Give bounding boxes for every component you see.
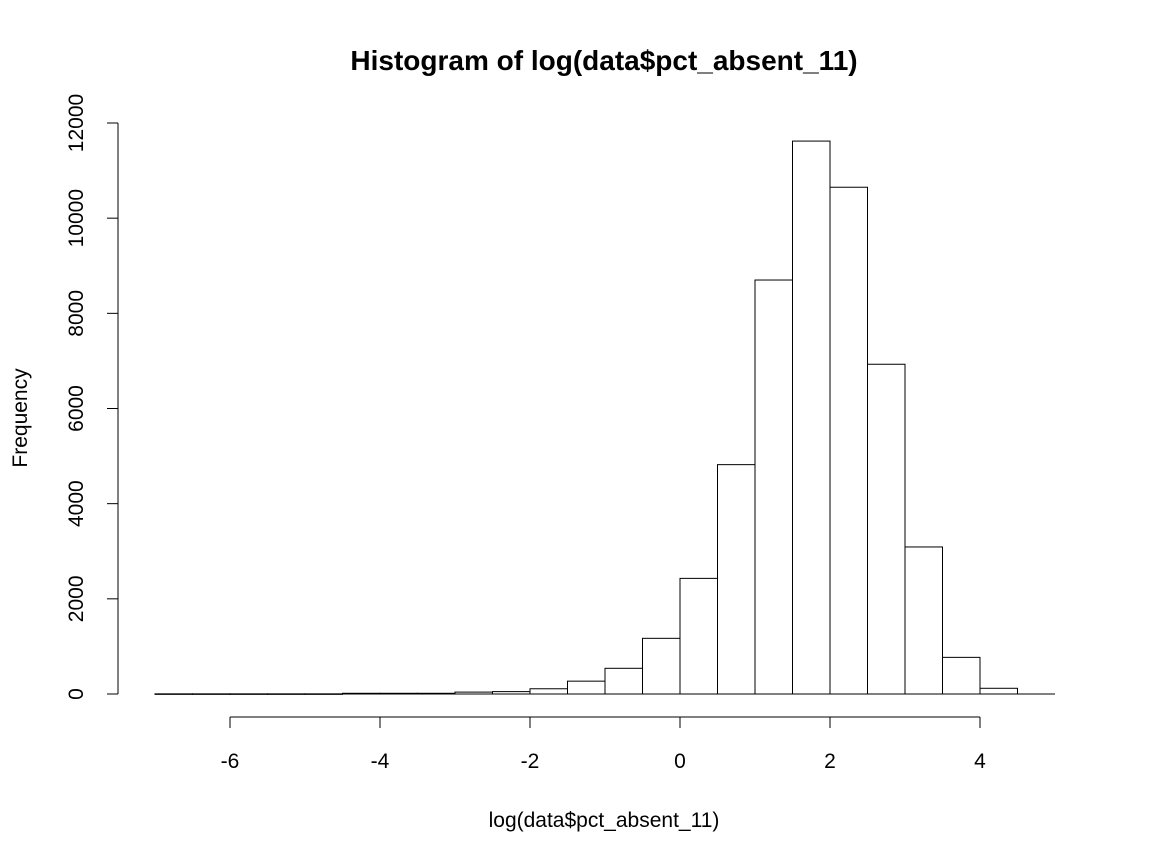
histogram-bar xyxy=(942,656,981,695)
x-tick-label: 0 xyxy=(674,750,686,773)
x-tick-label: -6 xyxy=(221,750,240,773)
y-axis-label: Frequency xyxy=(9,368,32,468)
y-tick-label: 10000 xyxy=(65,189,88,247)
histogram-bar xyxy=(754,279,793,695)
histogram-bar xyxy=(342,692,381,695)
y-tick-label: 0 xyxy=(65,688,88,700)
histogram-bar xyxy=(192,693,231,695)
histogram-bar xyxy=(642,637,681,695)
histogram-bar xyxy=(529,688,568,695)
histogram-bar xyxy=(379,692,418,695)
y-axis: 0 2000 4000 6000 8000 10000 12000 xyxy=(65,94,119,700)
histogram-bar xyxy=(829,186,868,695)
histogram-bar xyxy=(792,140,831,695)
y-tick-label: 2000 xyxy=(65,575,88,622)
histogram-bar xyxy=(492,691,531,695)
x-tick-label: 4 xyxy=(974,750,986,773)
histogram-bar xyxy=(417,692,456,695)
histogram-bar xyxy=(567,680,606,695)
x-tick-label: -2 xyxy=(521,750,540,773)
histogram-bar xyxy=(679,577,718,695)
histogram-bar xyxy=(154,693,193,695)
histogram-bar xyxy=(979,687,1018,695)
histogram-bar xyxy=(304,693,343,695)
y-tick-label: 8000 xyxy=(65,290,88,337)
histogram-bar xyxy=(267,693,306,695)
histogram-bar xyxy=(867,363,906,695)
x-tick-label: -4 xyxy=(371,750,390,773)
x-axis: -6 -4 -2 0 2 4 xyxy=(221,716,986,773)
histogram-bar xyxy=(604,667,643,695)
y-tick-label: 12000 xyxy=(65,94,88,152)
histogram-bars xyxy=(154,140,1055,695)
histogram-bar xyxy=(229,693,268,695)
histogram-bar xyxy=(454,691,493,695)
histogram-bar xyxy=(904,546,943,695)
chart-title: Histogram of log(data$pct_absent_11) xyxy=(350,45,857,76)
y-tick-label: 4000 xyxy=(65,480,88,527)
x-axis-label: log(data$pct_absent_11) xyxy=(489,809,720,832)
x-tick-label: 2 xyxy=(824,750,836,773)
histogram-bar xyxy=(717,464,756,695)
y-tick-label: 6000 xyxy=(65,385,88,432)
